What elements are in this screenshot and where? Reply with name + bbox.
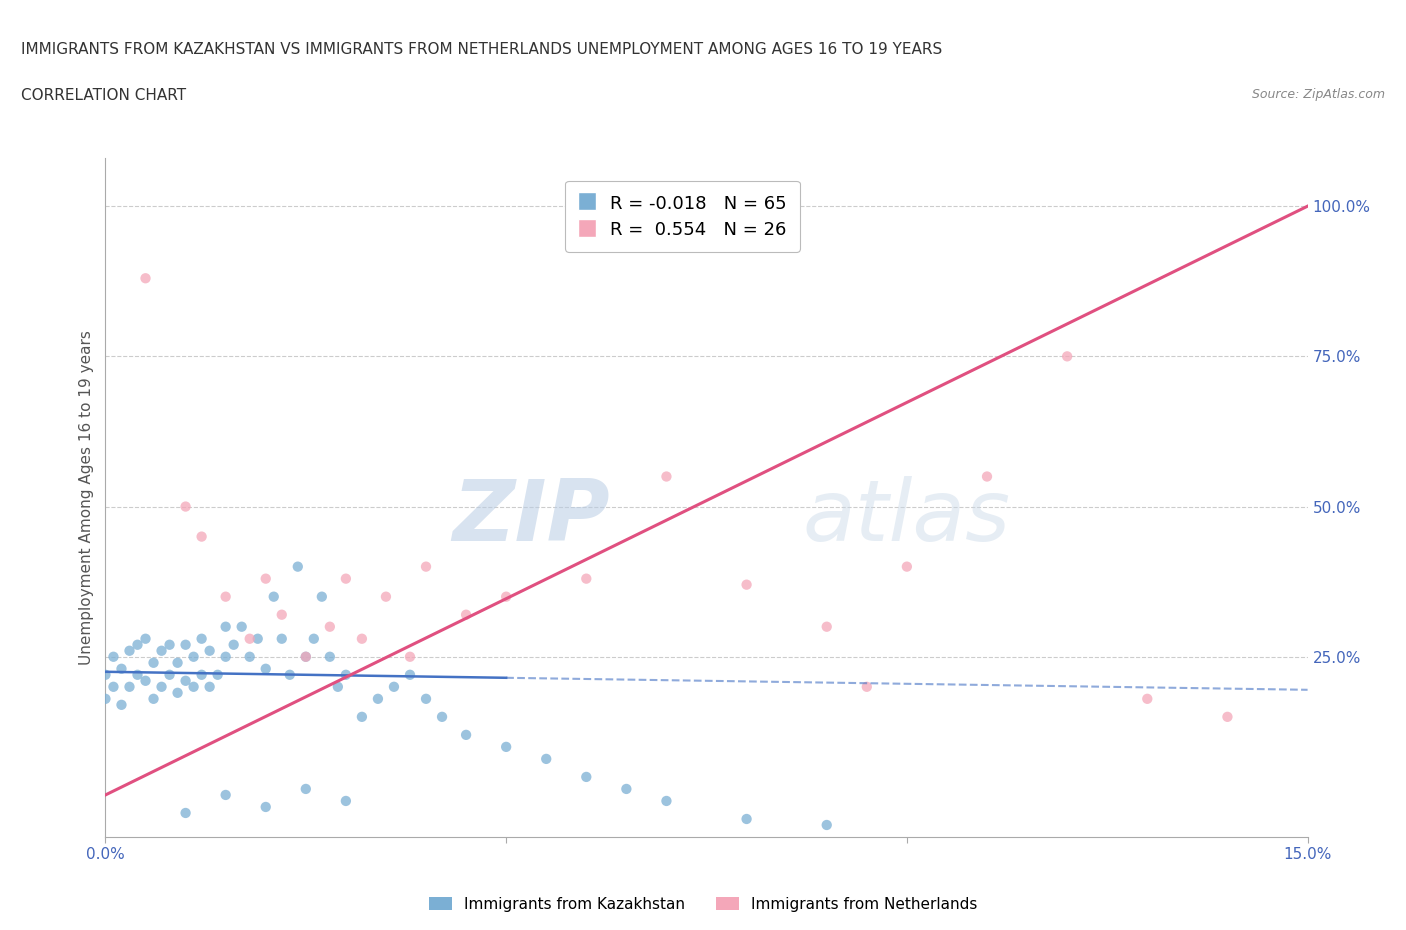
Point [231, 619, 253, 634]
Point [335, 793, 357, 808]
Point [207, 668, 229, 683]
Point [350, 710, 373, 724]
Point [222, 637, 245, 652]
Point [415, 559, 437, 574]
Point [287, 559, 309, 574]
Point [166, 685, 188, 700]
Point [335, 571, 357, 586]
Point [616, 781, 638, 796]
Point [295, 649, 318, 664]
Text: Source: ZipAtlas.com: Source: ZipAtlas.com [1251, 88, 1385, 101]
Point [110, 661, 132, 676]
Point [335, 668, 357, 683]
Point [399, 668, 422, 683]
Point [1136, 691, 1159, 706]
Point [103, 679, 125, 694]
Point [655, 469, 678, 484]
Point [311, 590, 333, 604]
Point [534, 751, 557, 766]
Point [855, 679, 877, 694]
Y-axis label: Unemployment Among Ages 16 to 19 years: Unemployment Among Ages 16 to 19 years [79, 330, 94, 665]
Point [382, 679, 405, 694]
Point [198, 679, 221, 694]
Point [135, 673, 157, 688]
Point [159, 668, 181, 683]
Point [174, 637, 197, 652]
Point [190, 631, 212, 646]
Point [94, 668, 117, 683]
Point [896, 559, 918, 574]
Point [239, 649, 262, 664]
Point [150, 644, 173, 658]
Point [190, 668, 212, 683]
Point [495, 590, 517, 604]
Point [655, 793, 678, 808]
Point [454, 607, 477, 622]
Point [735, 578, 758, 592]
Point [103, 649, 125, 664]
Legend: R = -0.018   N = 65, R =  0.554   N = 26: R = -0.018 N = 65, R = 0.554 N = 26 [565, 180, 800, 252]
Point [190, 529, 212, 544]
Text: CORRELATION CHART: CORRELATION CHART [21, 88, 186, 103]
Point [278, 668, 301, 683]
Point [183, 679, 205, 694]
Point [214, 619, 236, 634]
Point [166, 656, 188, 671]
Point [575, 769, 598, 784]
Point [150, 679, 173, 694]
Point [374, 590, 398, 604]
Point [815, 619, 838, 634]
Text: ZIP: ZIP [453, 476, 610, 560]
Point [254, 571, 277, 586]
Point [319, 649, 342, 664]
Point [367, 691, 389, 706]
Point [214, 788, 236, 803]
Point [183, 649, 205, 664]
Point [135, 271, 157, 286]
Point [110, 698, 132, 712]
Point [174, 499, 197, 514]
Point [118, 644, 141, 658]
Point [270, 631, 292, 646]
Point [254, 661, 277, 676]
Point [174, 673, 197, 688]
Point [1056, 349, 1078, 364]
Point [495, 739, 517, 754]
Point [295, 649, 318, 664]
Point [399, 649, 422, 664]
Point [254, 800, 277, 815]
Point [198, 644, 221, 658]
Point [94, 691, 117, 706]
Point [142, 691, 165, 706]
Point [239, 631, 262, 646]
Point [415, 691, 437, 706]
Point [214, 649, 236, 664]
Point [1216, 710, 1239, 724]
Point [270, 607, 292, 622]
Point [430, 710, 453, 724]
Point [350, 631, 373, 646]
Point [174, 805, 197, 820]
Point [735, 812, 758, 827]
Point [319, 619, 342, 634]
Point [142, 656, 165, 671]
Point [976, 469, 998, 484]
Point [246, 631, 269, 646]
Point [214, 590, 236, 604]
Point [127, 668, 149, 683]
Text: atlas: atlas [803, 476, 1011, 560]
Point [815, 817, 838, 832]
Point [118, 679, 141, 694]
Legend: Immigrants from Kazakhstan, Immigrants from Netherlands: Immigrants from Kazakhstan, Immigrants f… [423, 890, 983, 918]
Point [127, 637, 149, 652]
Point [454, 727, 477, 742]
Text: IMMIGRANTS FROM KAZAKHSTAN VS IMMIGRANTS FROM NETHERLANDS UNEMPLOYMENT AMONG AGE: IMMIGRANTS FROM KAZAKHSTAN VS IMMIGRANTS… [21, 42, 942, 57]
Point [135, 631, 157, 646]
Point [159, 637, 181, 652]
Point [575, 571, 598, 586]
Point [295, 781, 318, 796]
Point [326, 679, 349, 694]
Point [302, 631, 325, 646]
Point [263, 590, 285, 604]
